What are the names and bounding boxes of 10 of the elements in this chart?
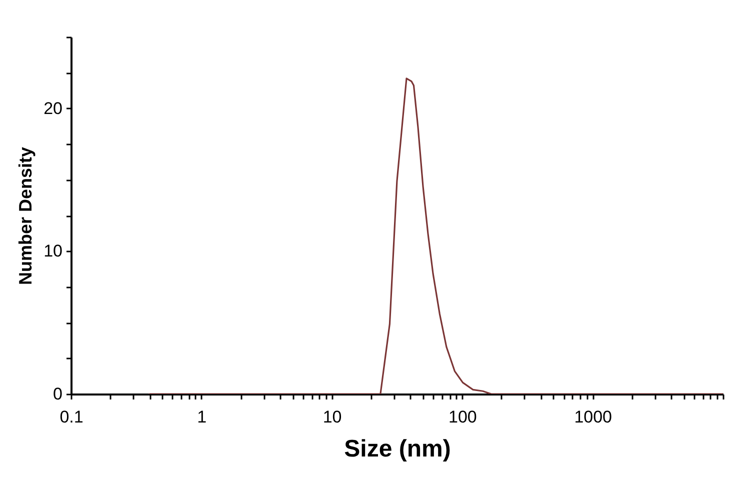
y-tick-label: 10 <box>44 242 62 261</box>
x-tick-label: 0.1 <box>60 408 84 426</box>
y-tick-label: 20 <box>44 98 62 118</box>
y-axis-title: Number Density <box>16 146 36 286</box>
x-tick-label: 1000 <box>574 408 612 426</box>
x-tick-label: 10 <box>322 408 342 426</box>
x-tick-label: 1 <box>197 408 207 426</box>
x-tick-label: 100 <box>448 408 477 426</box>
y-tick-label: 0 <box>53 384 62 404</box>
x-axis-title: Size (nm) <box>344 436 451 462</box>
